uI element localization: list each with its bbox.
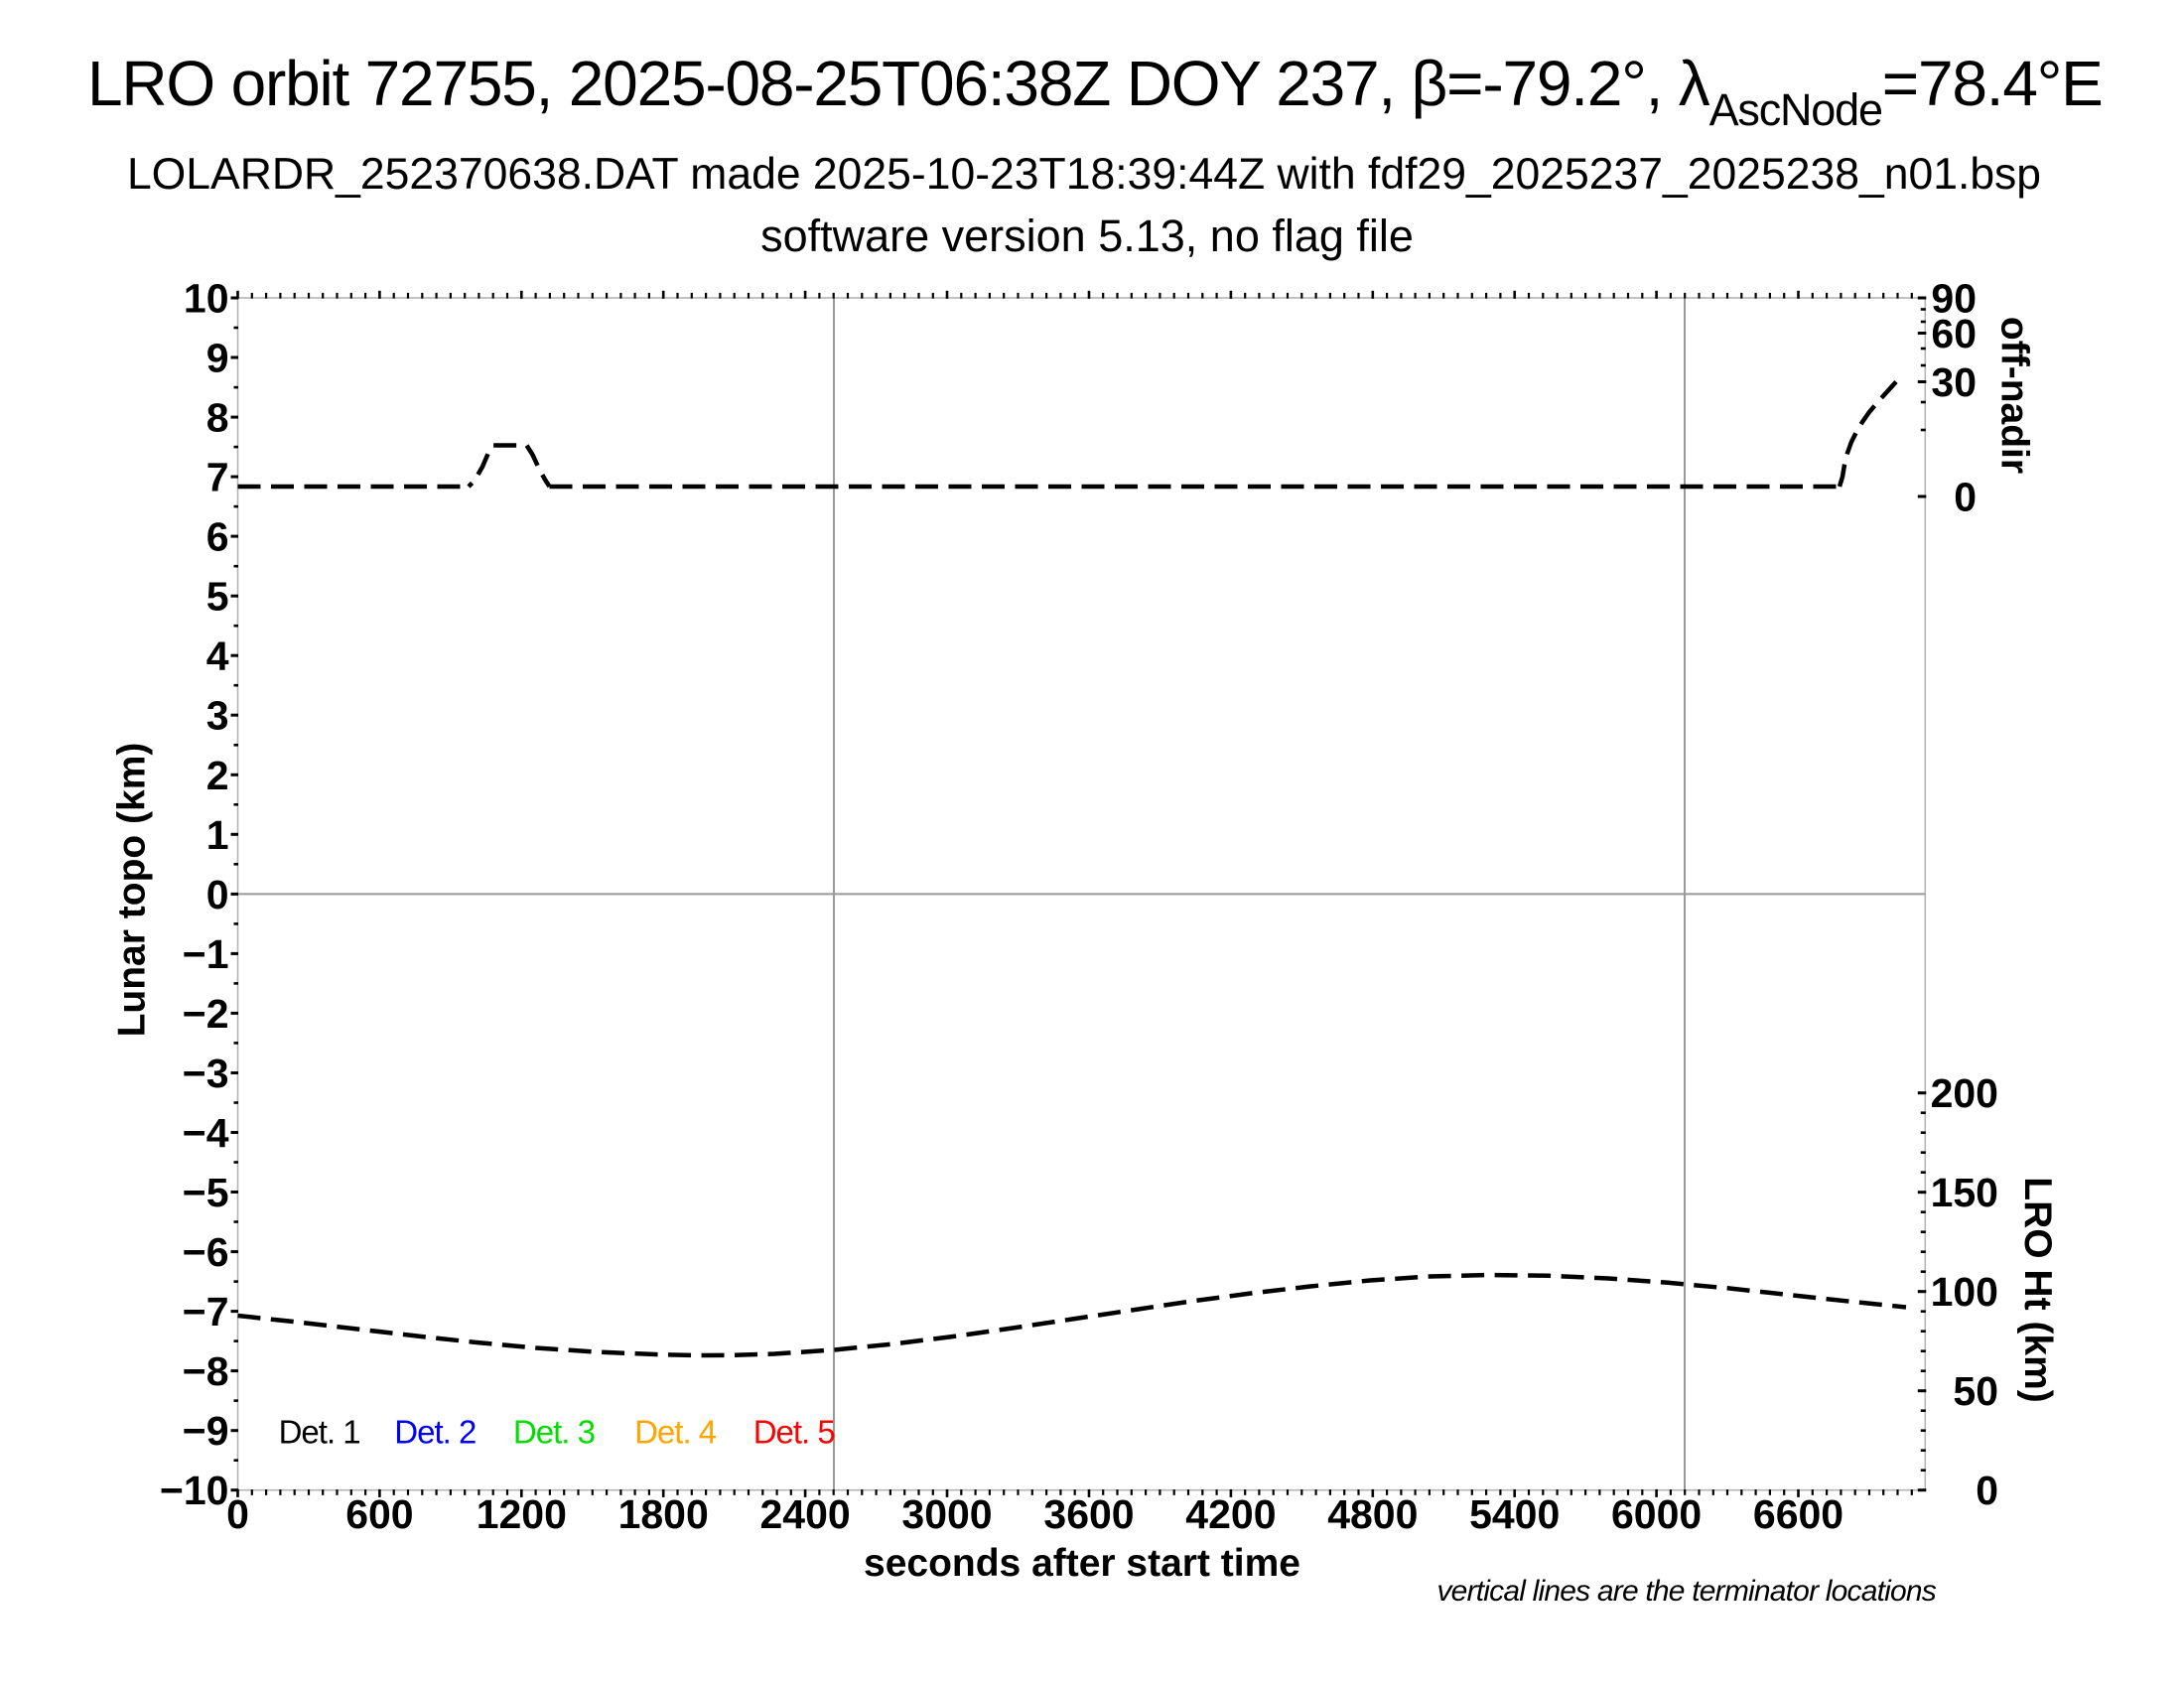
svg-text:1: 1 — [206, 812, 229, 858]
svg-text:Det. 3: Det. 3 — [513, 1414, 595, 1451]
svg-text:3600: 3600 — [1043, 1491, 1134, 1537]
svg-text:6600: 6600 — [1753, 1491, 1843, 1537]
svg-text:−10: −10 — [160, 1468, 229, 1513]
svg-text:Det. 4: Det. 4 — [634, 1414, 717, 1451]
svg-text:Lunar topo (km): Lunar topo (km) — [111, 743, 154, 1038]
svg-text:0: 0 — [1976, 1468, 1998, 1513]
svg-text:software version 5.13, no flag: software version 5.13, no flag file — [760, 211, 1414, 261]
svg-text:6000: 6000 — [1611, 1491, 1702, 1537]
svg-text:−4: −4 — [183, 1110, 229, 1156]
svg-text:5400: 5400 — [1469, 1491, 1560, 1537]
svg-text:7: 7 — [206, 455, 229, 500]
svg-text:600: 600 — [345, 1491, 413, 1537]
svg-text:9: 9 — [206, 336, 229, 381]
svg-text:−5: −5 — [183, 1170, 229, 1215]
svg-text:Det. 5: Det. 5 — [753, 1414, 835, 1451]
svg-text:6: 6 — [206, 514, 229, 560]
svg-text:2400: 2400 — [759, 1491, 850, 1537]
svg-text:4200: 4200 — [1185, 1491, 1276, 1537]
svg-text:50: 50 — [1953, 1368, 1998, 1414]
svg-text:seconds after start time: seconds after start time — [864, 1542, 1300, 1585]
svg-text:8: 8 — [206, 395, 229, 441]
svg-text:1200: 1200 — [477, 1491, 567, 1537]
svg-text:90: 90 — [1931, 276, 1977, 322]
svg-text:−2: −2 — [183, 991, 229, 1037]
svg-text:Det. 1: Det. 1 — [279, 1414, 360, 1451]
svg-text:60: 60 — [1931, 311, 1977, 356]
svg-text:3000: 3000 — [901, 1491, 992, 1537]
svg-text:1800: 1800 — [618, 1491, 709, 1537]
svg-text:3: 3 — [206, 693, 229, 739]
svg-text:Det. 2: Det. 2 — [394, 1414, 476, 1451]
svg-text:−6: −6 — [183, 1229, 229, 1275]
svg-text:150: 150 — [1931, 1170, 1998, 1215]
svg-text:200: 200 — [1931, 1070, 1998, 1116]
svg-text:LRO orbit 72755, 2025-08-25T06: LRO orbit 72755, 2025-08-25T06:38Z DOY 2… — [87, 48, 2103, 135]
svg-text:100: 100 — [1931, 1269, 1998, 1315]
svg-text:−9: −9 — [183, 1408, 229, 1454]
svg-text:off-nadir: off-nadir — [1993, 317, 2036, 474]
svg-text:LRO Ht (km): LRO Ht (km) — [2016, 1177, 2059, 1403]
svg-text:0: 0 — [206, 872, 229, 917]
svg-text:5: 5 — [206, 574, 229, 620]
svg-text:vertical lines are the termina: vertical lines are the terminator locati… — [1436, 1575, 1936, 1608]
svg-text:10: 10 — [184, 276, 229, 322]
svg-text:2: 2 — [206, 753, 229, 798]
svg-text:0: 0 — [1954, 475, 1977, 520]
svg-text:4: 4 — [206, 633, 229, 679]
svg-text:30: 30 — [1931, 359, 1977, 405]
svg-text:−3: −3 — [183, 1051, 229, 1096]
svg-text:4800: 4800 — [1327, 1491, 1418, 1537]
svg-text:0: 0 — [226, 1491, 249, 1537]
svg-text:−1: −1 — [183, 931, 229, 977]
svg-text:−8: −8 — [183, 1348, 229, 1394]
svg-text:LOLARDR_252370638.DAT made 202: LOLARDR_252370638.DAT made 2025-10-23T18… — [127, 150, 2041, 199]
svg-text:−7: −7 — [183, 1289, 229, 1335]
